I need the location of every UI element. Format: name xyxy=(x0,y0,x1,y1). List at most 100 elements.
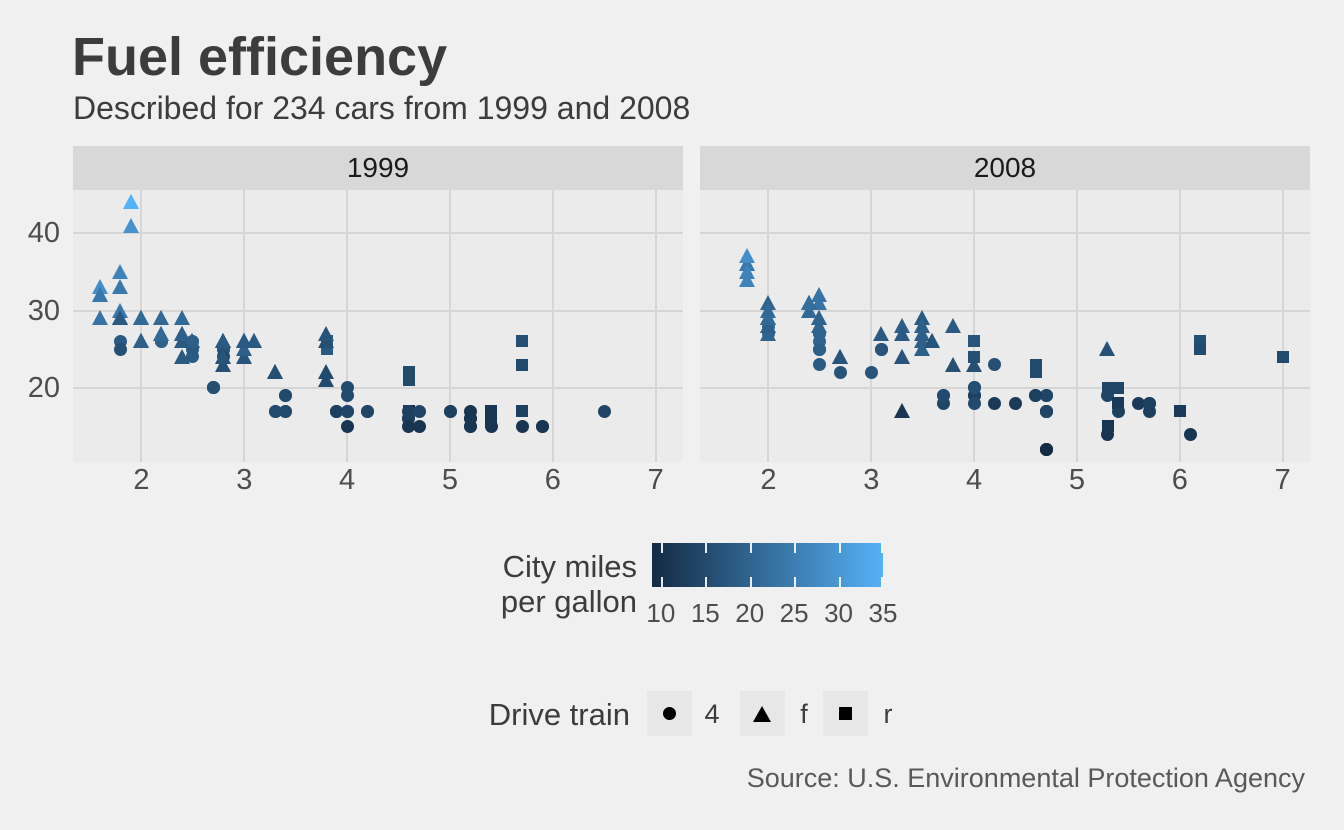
data-point xyxy=(186,334,200,348)
x-tick-label-1999-5: 5 xyxy=(441,464,459,496)
data-point xyxy=(318,372,335,388)
data-point xyxy=(412,404,426,418)
gridline-x-6 xyxy=(551,190,554,462)
data-point xyxy=(340,419,354,433)
legend-key-4 xyxy=(647,691,692,736)
shape-legend-title: Drive train xyxy=(488,697,630,732)
data-point xyxy=(936,389,950,403)
circle-icon xyxy=(663,707,676,720)
data-point xyxy=(875,342,889,356)
data-point xyxy=(91,310,108,326)
data-point xyxy=(464,412,478,426)
triangle-icon xyxy=(753,706,771,722)
data-point xyxy=(967,381,981,395)
data-point xyxy=(968,350,981,363)
data-point xyxy=(536,419,550,433)
x-tick-label-1999-3: 3 xyxy=(236,464,253,496)
gridline-y-20 xyxy=(700,386,1310,389)
x-tick-label-1999-4: 4 xyxy=(339,464,356,496)
data-point xyxy=(893,325,910,341)
data-point xyxy=(235,333,252,349)
data-point xyxy=(278,389,292,403)
colorbar-tick-label-35: 35 xyxy=(868,598,898,628)
data-point xyxy=(330,404,344,418)
colorbar-tick-label-25: 25 xyxy=(779,598,809,628)
data-point xyxy=(112,310,129,326)
data-point xyxy=(739,263,756,279)
data-point xyxy=(1039,389,1053,403)
legend-key-label-f: f xyxy=(800,699,808,729)
chart-title: Fuel efficiency xyxy=(72,27,448,87)
data-point xyxy=(215,348,232,364)
data-point xyxy=(1112,381,1125,394)
data-point xyxy=(402,366,415,379)
data-point xyxy=(515,419,529,433)
chart-subtitle: Described for 234 cars from 1999 and 200… xyxy=(73,90,691,126)
data-point xyxy=(268,404,282,418)
gridline-y-40 xyxy=(700,232,1310,235)
data-point xyxy=(153,325,170,341)
gridline-x-4 xyxy=(346,190,349,462)
x-tick-label-1999-7: 7 xyxy=(647,464,664,496)
data-point xyxy=(443,404,457,418)
data-point xyxy=(811,310,828,326)
data-point xyxy=(833,365,847,379)
data-point xyxy=(1142,396,1156,410)
colorbar-tick-10 xyxy=(660,543,663,553)
data-point xyxy=(412,419,426,433)
colorbar-gradient xyxy=(652,543,883,587)
data-point xyxy=(1039,443,1053,457)
x-tick-label-2008-2: 2 xyxy=(760,464,777,496)
data-point xyxy=(1008,396,1022,410)
gridline-x-3 xyxy=(870,190,873,462)
colorbar-tick-25 xyxy=(794,543,797,553)
x-tick-label-2008-6: 6 xyxy=(1171,464,1188,496)
data-point xyxy=(813,342,827,356)
colorbar-tick-15 xyxy=(705,577,708,587)
data-point xyxy=(813,358,827,372)
data-point xyxy=(402,404,416,418)
data-point xyxy=(114,342,128,356)
legend-key-r xyxy=(823,691,868,736)
plot-panel-1999 xyxy=(73,190,683,462)
data-point xyxy=(516,335,528,348)
data-point xyxy=(1099,341,1116,357)
data-point xyxy=(174,325,191,341)
data-point xyxy=(739,248,756,264)
x-tick-label-2008-5: 5 xyxy=(1068,464,1086,496)
data-point xyxy=(174,348,191,364)
data-point xyxy=(945,318,962,333)
data-point xyxy=(893,403,910,418)
data-point xyxy=(186,350,200,364)
gridline-y-30 xyxy=(700,309,1310,312)
data-point xyxy=(968,335,981,348)
x-tick-label-2008-4: 4 xyxy=(966,464,983,496)
data-point xyxy=(1112,397,1125,410)
data-point xyxy=(361,404,375,418)
y-tick-label-40: 40 xyxy=(27,217,60,250)
data-point xyxy=(893,348,910,364)
gridline-x-7 xyxy=(1281,190,1284,462)
data-point xyxy=(831,348,848,364)
data-point xyxy=(945,356,962,372)
gridline-x-5 xyxy=(449,190,451,462)
facet-strip-2008: 2008 xyxy=(700,146,1310,190)
gridline-x-2 xyxy=(140,190,143,462)
colorbar-tick-20 xyxy=(749,543,752,553)
data-point xyxy=(215,333,232,349)
source-caption: Source: U.S. Environmental Protection Ag… xyxy=(746,763,1305,793)
data-point xyxy=(516,358,528,371)
data-point xyxy=(988,358,1002,372)
data-point xyxy=(132,310,149,326)
data-point xyxy=(864,365,878,379)
data-point xyxy=(112,279,129,295)
data-point xyxy=(112,263,129,279)
data-point xyxy=(1029,389,1043,403)
gridline-x-4 xyxy=(973,190,976,462)
colorbar-legend-title-line2: per gallon xyxy=(500,584,637,619)
colorbar-tick-20 xyxy=(749,577,752,587)
data-point xyxy=(402,419,416,433)
data-point xyxy=(206,381,220,395)
gridline-x-3 xyxy=(243,190,246,462)
x-tick-label-2008-7: 7 xyxy=(1274,464,1291,496)
